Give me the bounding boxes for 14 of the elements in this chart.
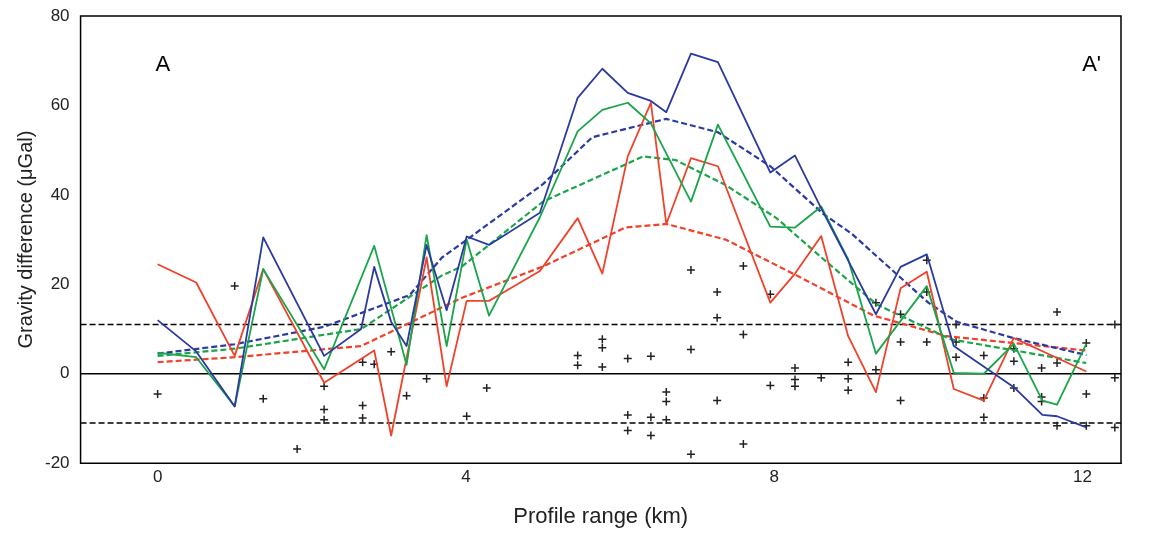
y-tick-label: 80 [50, 5, 70, 25]
x-tick-label: 8 [769, 467, 779, 487]
x-tick-label: 4 [461, 467, 471, 487]
x-tick-label: 0 [152, 467, 163, 487]
y-tick-label: 0 [60, 363, 70, 383]
x-axis-title: Profile range (km) [513, 502, 689, 528]
y-tick-label: -20 [44, 452, 70, 472]
y-tick-label: 40 [50, 184, 70, 204]
y-axis-title: Gravity difference (μGal) [13, 130, 36, 349]
annotation: A [155, 51, 171, 77]
y-tick-label: 20 [50, 274, 70, 294]
x-tick-label: 12 [1073, 467, 1092, 487]
y-tick-label: 60 [50, 95, 70, 115]
annotation: A' [1082, 51, 1101, 77]
